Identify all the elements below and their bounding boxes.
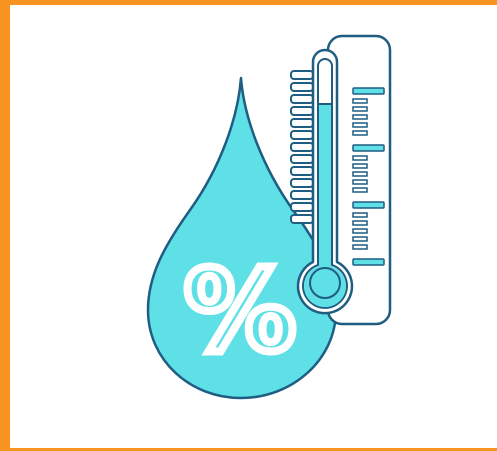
humidity-thermometer-illustration: % xyxy=(146,34,392,400)
scale-major-ticks xyxy=(352,87,385,266)
thermometer-icon xyxy=(296,48,354,315)
thermometer-scale xyxy=(352,87,385,266)
scale-minor-ticks xyxy=(352,98,368,250)
thermometer-bulb xyxy=(309,267,341,299)
percent-symbol: % xyxy=(184,247,296,377)
thermometer-mercury xyxy=(304,104,346,308)
thermometer-fins xyxy=(290,70,314,224)
